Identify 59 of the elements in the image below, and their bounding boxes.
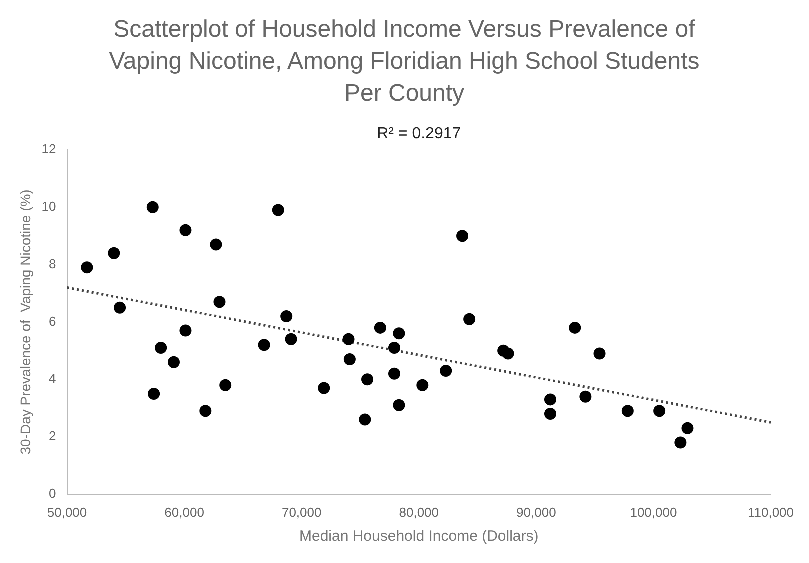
point [318,382,330,394]
point [674,436,687,449]
chart-title: Scatterplot of Household Income Versus Prevalence of Vaping Nicotine, Among Floridian High School Students Per County [108,15,701,109]
point [569,322,582,334]
x-axis-title: Median Household Income (Dollars) [299,528,539,546]
x-tick-label: 100,000 [630,504,678,520]
point [580,390,592,403]
point [502,348,514,360]
text: R² = 0.2917 [377,125,462,142]
point [359,414,372,426]
point [393,328,406,340]
point [464,313,476,326]
y-tick-label: 8 [49,256,56,272]
x-tick-label: 60,000 [164,504,204,520]
point [594,348,606,360]
point [544,408,556,420]
point [258,339,270,352]
x-tick-label: 90,000 [516,504,556,520]
point [440,364,452,377]
point [272,204,284,216]
point [682,422,694,434]
point [168,356,180,368]
point [214,296,226,308]
point [344,354,356,366]
y-axis-title: 30-Day Prevalence of Vaping Nicotine (%) [17,190,34,455]
point [146,201,159,214]
point [180,324,192,337]
x-tick-label: 70,000 [282,504,322,520]
y-tick-label: 10 [42,198,56,214]
point [200,405,212,418]
y-tick-label: 6 [49,314,56,329]
x-tick-label: 110,000 [748,504,794,520]
point [114,302,126,314]
y-tick-label: 0 [49,486,56,501]
y-tick-label: 12 [42,142,56,157]
point [180,224,192,236]
point [148,388,160,400]
point [220,379,232,392]
point [374,322,386,334]
y-tick-label: 2 [49,428,56,444]
point [654,405,666,418]
point [393,399,406,412]
point [456,230,469,242]
point [342,333,355,346]
point [210,238,222,251]
point [388,368,400,380]
point [81,262,94,274]
point [388,342,400,354]
point [108,247,120,260]
x-tick-label: 50,000 [47,504,88,520]
point [416,379,429,392]
point [155,342,168,354]
point [544,394,556,406]
point [622,405,634,418]
point [362,374,374,386]
point [280,310,293,322]
x-tick-label: 80,000 [399,504,440,520]
point [285,333,298,346]
y-tick-label: 4 [49,371,56,386]
